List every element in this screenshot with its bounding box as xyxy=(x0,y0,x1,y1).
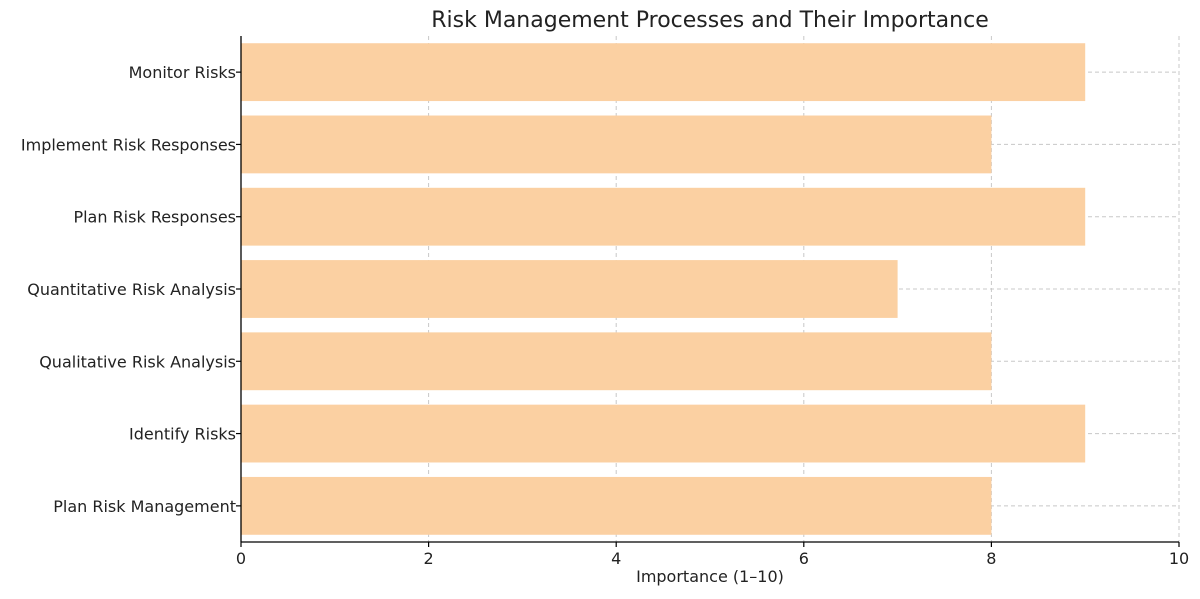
y-tick-label: Plan Risk Responses xyxy=(73,208,236,227)
y-tick-label: Monitor Risks xyxy=(129,63,236,82)
x-tick-label: 8 xyxy=(986,549,996,568)
x-tick-label: 10 xyxy=(1169,549,1189,568)
x-tick-label: 6 xyxy=(799,549,809,568)
x-axis-label: Importance (1–10) xyxy=(636,567,784,586)
chart-title: Risk Management Processes and Their Impo… xyxy=(431,8,988,33)
x-tick-label: 0 xyxy=(236,549,246,568)
bar xyxy=(241,115,992,174)
y-ticks: Plan Risk Management Identify Risks Qualit… xyxy=(21,63,241,516)
bar xyxy=(241,43,1086,102)
y-tick-label: Quantitative Risk Analysis xyxy=(27,280,236,299)
y-tick-label: Identify Risks xyxy=(129,425,236,444)
bar xyxy=(241,332,992,391)
y-tick-label: Plan Risk Management xyxy=(53,497,236,516)
bar xyxy=(241,187,1086,246)
bars xyxy=(241,43,1086,535)
bar xyxy=(241,260,898,318)
bar xyxy=(241,476,992,535)
y-tick-label: Implement Risk Responses xyxy=(21,135,236,154)
bar xyxy=(241,404,1086,463)
y-tick-label: Qualitative Risk Analysis xyxy=(39,352,236,371)
x-tick-label: 4 xyxy=(611,549,621,568)
x-ticks: 0 2 4 6 8 10 xyxy=(236,542,1189,568)
x-tick-label: 2 xyxy=(424,549,434,568)
